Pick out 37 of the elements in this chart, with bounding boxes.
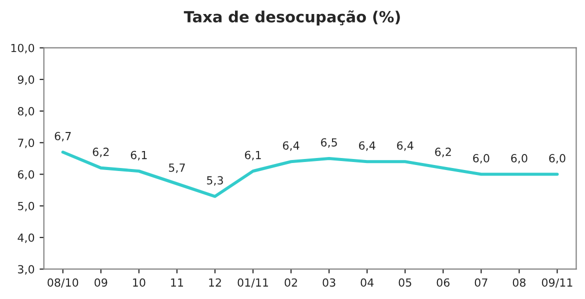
data-label: 6,4	[397, 141, 414, 151]
y-tick-label: 9,0	[18, 75, 34, 85]
x-tick-label: 06	[436, 278, 450, 287]
x-tick-label: 08	[512, 278, 526, 287]
y-tick-label: 10,0	[11, 44, 34, 54]
y-tick-label: 7,0	[18, 138, 34, 148]
data-label: 6,1	[244, 150, 261, 160]
data-label: 6,2	[92, 148, 109, 158]
data-label: 6,2	[435, 148, 451, 158]
data-label: 5,3	[207, 176, 223, 186]
x-tick-label: 05	[398, 278, 412, 287]
y-tick-label: 6,0	[18, 170, 34, 180]
x-tick-label: 04	[360, 278, 374, 287]
data-label: 6,0	[473, 154, 490, 164]
data-label: 5,7	[168, 164, 185, 174]
x-tick-label: 09/11	[542, 278, 572, 288]
y-tick-label: 8,0	[18, 107, 34, 117]
x-tick-label: 09	[94, 278, 108, 287]
data-label: 6,7	[54, 132, 71, 142]
x-tick-label: 01/11	[238, 278, 268, 288]
x-tick-label: 08/10	[48, 278, 78, 288]
data-label: 6,4	[282, 141, 300, 151]
data-label: 6,0	[549, 154, 566, 164]
y-tick-label: 3,0	[18, 265, 34, 275]
x-tick-label: 02	[284, 278, 297, 287]
x-tick-label: 03	[322, 278, 336, 287]
x-tick-label: 07	[474, 278, 488, 287]
data-label: 6,0	[511, 154, 528, 164]
data-label: 6,1	[130, 150, 147, 160]
x-tick-label: 11	[171, 278, 184, 287]
y-tick-label: 5,0	[18, 202, 34, 212]
x-tick-label: 10	[133, 278, 146, 287]
data-label: 6,4	[359, 141, 376, 151]
chart-title: Taxa de desocupação (%)	[184, 10, 400, 26]
x-tick-label: 12	[209, 278, 221, 287]
y-tick-label: 4,0	[18, 233, 34, 244]
data-label: 6,5	[321, 138, 337, 148]
